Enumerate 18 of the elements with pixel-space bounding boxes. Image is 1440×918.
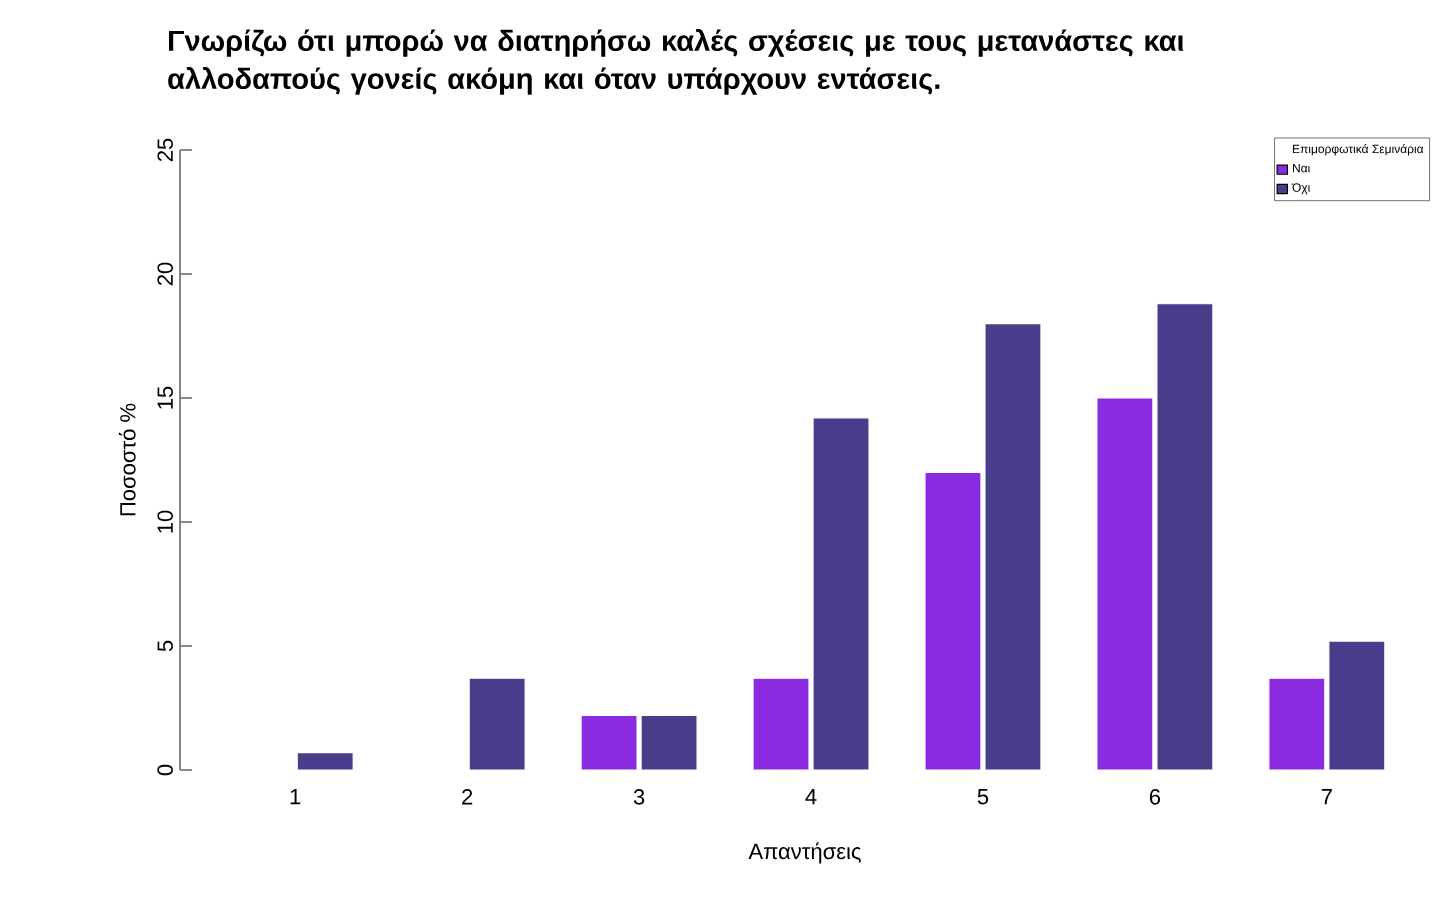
x-tick-label: 1 <box>290 789 301 805</box>
x-tick-label: 4 <box>805 789 817 805</box>
y-tick-label: 20 <box>157 262 173 286</box>
y-tick-label: 10 <box>157 510 173 533</box>
chart-title: Γνωρίζω ότι μπορώ να διατηρήσω καλές σχέσεις με τους μετανάστες και αλλοδαπούς γονείς ακόμη και όταν υπάρχουν εντάσεις. <box>168 29 1184 95</box>
x-tick-label: 3 <box>633 789 645 805</box>
y-axis-title: Ποσοστό % <box>118 403 136 516</box>
bar <box>296 752 354 771</box>
y-tick-label: 15 <box>157 386 173 409</box>
x-tick-label: 2 <box>462 789 473 805</box>
y-tick-label: 5 <box>157 640 173 652</box>
x-axis-title: Απαντήσεις <box>748 842 861 864</box>
y-tick-label: 0 <box>157 764 173 776</box>
x-tick-label: 6 <box>1149 789 1161 805</box>
bar <box>468 677 526 771</box>
x-tick-label: 5 <box>977 789 989 805</box>
y-tick-label: 25 <box>157 138 173 162</box>
x-tick-label: 7 <box>1321 789 1332 805</box>
